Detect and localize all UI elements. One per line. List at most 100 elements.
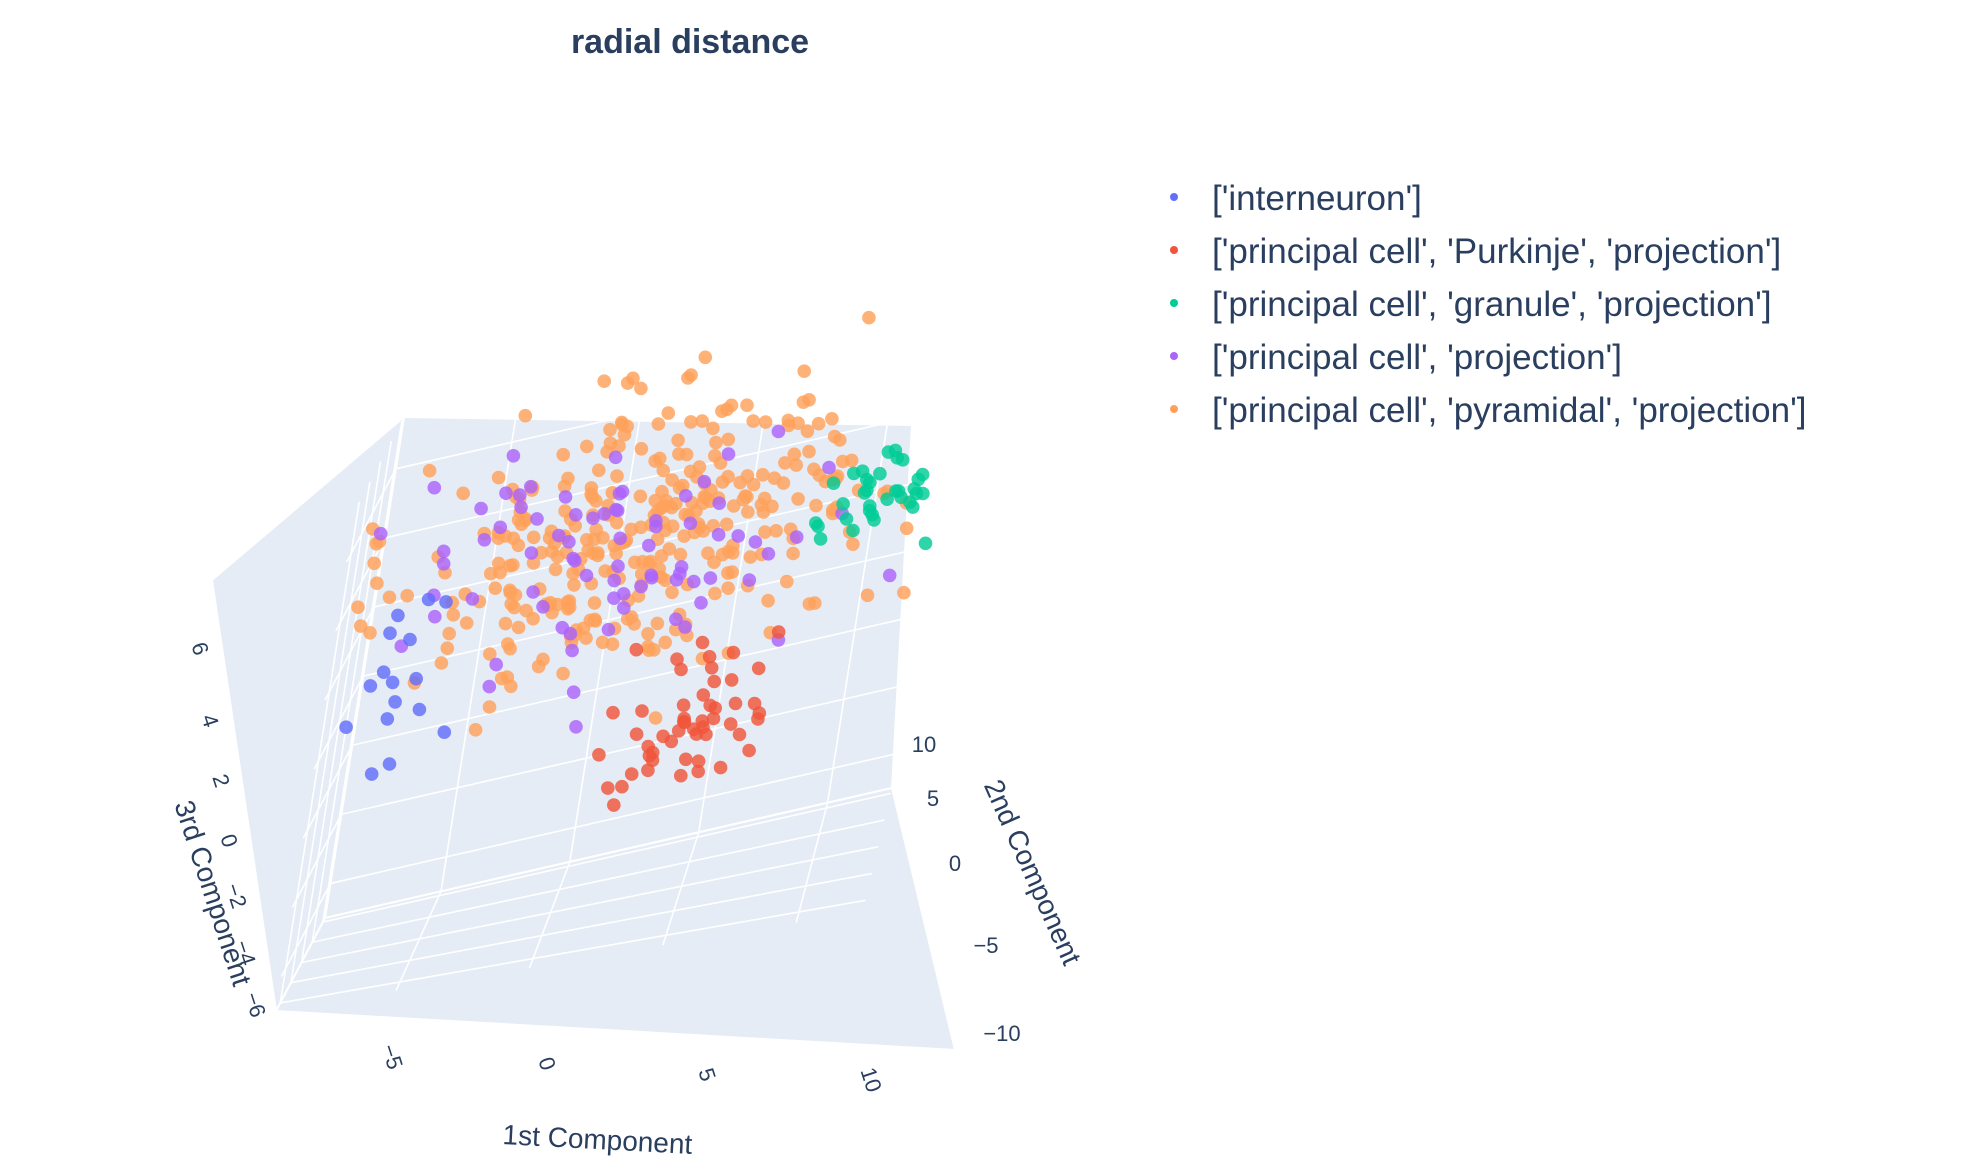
gridline-z — [291, 813, 343, 908]
data-point — [591, 546, 605, 560]
gridline-z — [313, 675, 364, 770]
data-point — [825, 412, 839, 426]
data-point — [812, 468, 827, 483]
gridline-y — [322, 792, 891, 923]
data-point — [491, 531, 506, 545]
data-point — [721, 447, 736, 461]
data-point — [436, 544, 451, 559]
data-point — [603, 422, 617, 437]
data-point — [526, 585, 540, 599]
data-point — [524, 546, 539, 560]
data-point — [742, 743, 756, 758]
data-point — [633, 489, 648, 504]
data-point — [506, 558, 520, 572]
data-point — [579, 568, 594, 583]
data-point — [422, 463, 437, 478]
data-point — [339, 720, 353, 734]
data-point — [669, 573, 684, 587]
gridline-z — [280, 883, 332, 977]
z-tick-label: 4 — [196, 711, 224, 730]
data-point — [731, 529, 745, 543]
data-point — [579, 631, 593, 645]
legend-item[interactable]: ['interneuron'] — [1170, 179, 1422, 218]
data-point — [673, 547, 688, 562]
gridline-x — [662, 832, 700, 946]
gridline-x — [395, 891, 442, 991]
data-point — [607, 573, 621, 588]
data-point — [601, 622, 616, 637]
data-point — [694, 596, 708, 610]
data-point — [778, 456, 792, 470]
legend-marker — [1170, 246, 1178, 254]
data-point — [363, 679, 378, 693]
data-point — [721, 432, 736, 447]
data-point — [474, 501, 488, 516]
data-point — [676, 698, 691, 712]
y-tick-label: 0 — [949, 851, 961, 876]
data-point — [382, 757, 397, 771]
data-point — [498, 616, 513, 631]
data-point — [656, 463, 671, 478]
data-point — [615, 779, 629, 794]
data-point — [353, 619, 368, 633]
data-point — [802, 597, 817, 611]
data-point — [903, 495, 917, 510]
data-point — [732, 727, 747, 742]
data-point — [382, 590, 397, 605]
legend-item[interactable]: ['principal cell', 'pyramidal', 'project… — [1170, 391, 1807, 430]
legend-item[interactable]: ['principal cell', 'Purkinje', 'projecti… — [1170, 232, 1781, 271]
data-point — [511, 620, 526, 635]
gridline-y — [300, 461, 382, 963]
data-point — [726, 645, 741, 660]
data-point — [592, 463, 606, 478]
data-point — [437, 725, 452, 739]
data-point — [635, 704, 649, 718]
data-point — [677, 529, 691, 543]
data-point — [477, 533, 492, 547]
data-point — [605, 637, 620, 651]
legend-marker — [1170, 352, 1178, 360]
legend[interactable]: ['interneuron'] ['principal cell', 'Purki… — [1170, 179, 1807, 430]
data-point — [613, 531, 627, 546]
data-point — [556, 666, 570, 681]
legend-label: ['principal cell', 'pyramidal', 'project… — [1212, 391, 1807, 430]
data-point — [658, 573, 673, 587]
data-point — [526, 530, 541, 545]
data-point — [555, 620, 570, 635]
data-point — [391, 608, 405, 623]
legend-item[interactable]: ['principal cell', 'granule', 'projectio… — [1170, 285, 1772, 324]
data-point — [683, 516, 698, 531]
x-tick-label: 5 — [693, 1065, 721, 1084]
data-point — [629, 642, 644, 657]
data-point — [839, 512, 854, 526]
data-point — [712, 496, 726, 511]
gridline-x — [440, 390, 521, 892]
data-point — [846, 537, 860, 551]
gridline-z — [395, 338, 964, 470]
data-point — [514, 500, 528, 515]
data-point — [709, 435, 723, 450]
data-point — [707, 555, 721, 569]
data-point — [698, 350, 713, 365]
data-point — [658, 635, 672, 650]
data-point — [719, 517, 734, 532]
data-point — [598, 564, 612, 578]
data-point — [813, 532, 828, 546]
data-point — [617, 427, 632, 442]
data-point — [506, 449, 521, 463]
data-point — [609, 502, 623, 517]
data-point — [683, 464, 698, 479]
gridline-y — [290, 481, 371, 983]
data-point — [624, 610, 639, 624]
data-point — [558, 490, 573, 504]
legend-item[interactable]: ['principal cell', 'projection'] — [1170, 338, 1622, 377]
x-tick-label: −5 — [376, 1041, 408, 1073]
data-point — [526, 611, 540, 626]
data-point — [746, 414, 760, 428]
data-point — [624, 522, 639, 537]
data-point — [665, 473, 679, 487]
data-points — [339, 310, 933, 812]
data-point — [679, 489, 693, 503]
